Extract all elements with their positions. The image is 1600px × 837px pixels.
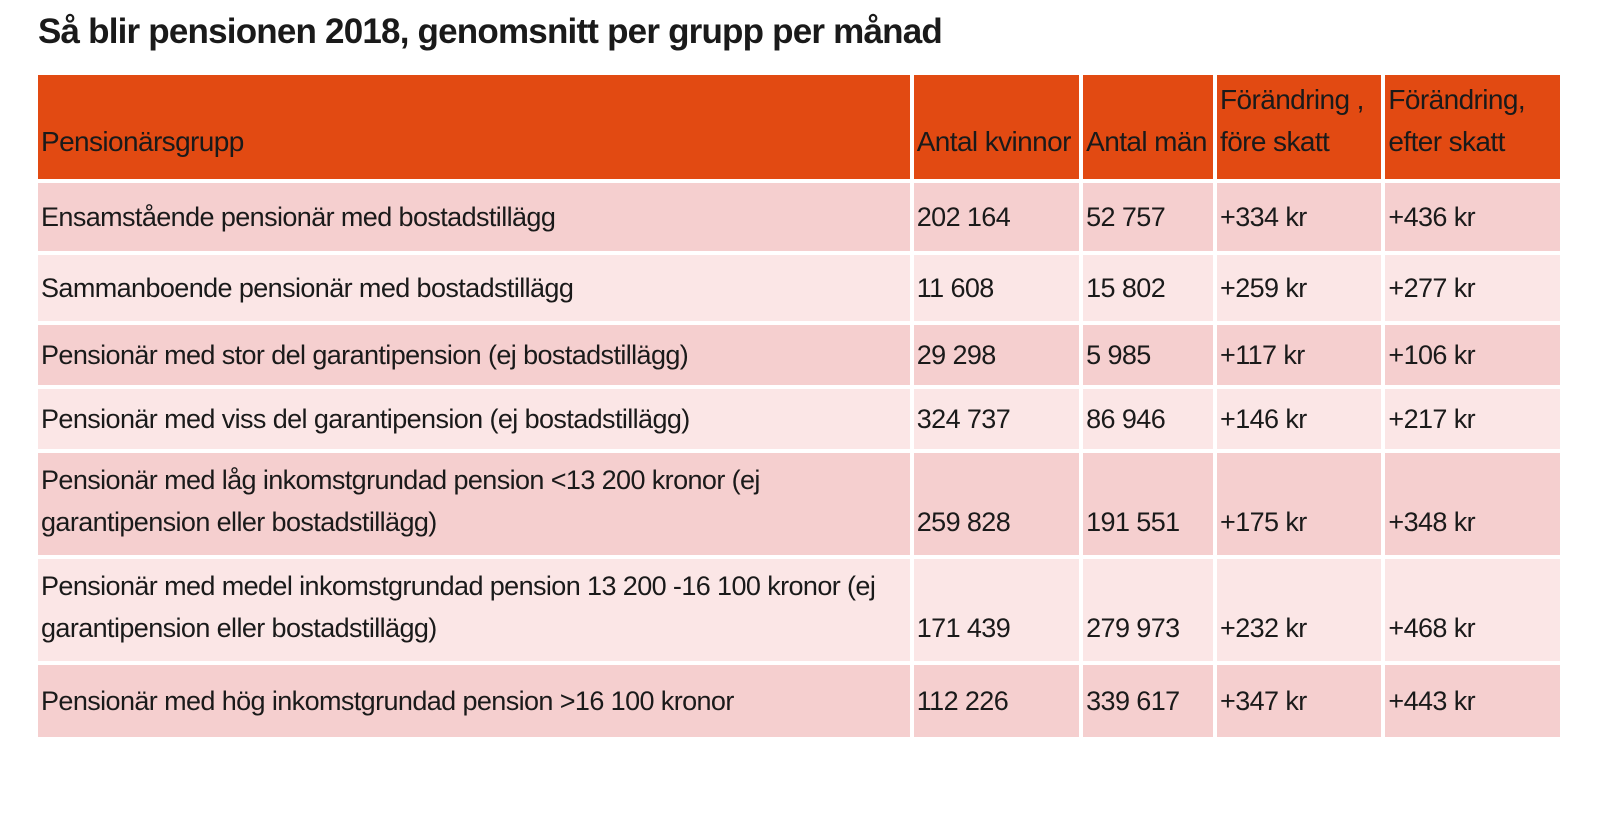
table-cell: +146 kr xyxy=(1217,389,1382,449)
table-row: Pensionär med viss del garantipension (e… xyxy=(38,389,1560,449)
table-cell: 15 802 xyxy=(1083,255,1214,321)
table-cell: Pensionär med medel inkomstgrundad pensi… xyxy=(38,559,910,661)
table-cell: +334 kr xyxy=(1217,183,1382,251)
table-cell: 11 608 xyxy=(913,255,1080,321)
table-row: Sammanboende pensionär med bostadstilläg… xyxy=(38,255,1560,321)
table-cell: +259 kr xyxy=(1217,255,1382,321)
table-row: Ensamstående pensionär med bostadstilläg… xyxy=(38,183,1560,251)
column-header: Förändring, efter skatt xyxy=(1385,75,1560,179)
column-header: Antal män xyxy=(1083,75,1214,179)
table-cell: Ensamstående pensionär med bostadstilläg… xyxy=(38,183,910,251)
table-cell: +117 kr xyxy=(1217,325,1382,385)
table-cell: +347 kr xyxy=(1217,665,1382,737)
table-cell: Pensionär med låg inkomstgrundad pension… xyxy=(38,453,910,555)
table-cell: +348 kr xyxy=(1385,453,1560,555)
table-cell: 86 946 xyxy=(1083,389,1214,449)
table-cell: 52 757 xyxy=(1083,183,1214,251)
page-title: Så blir pensionen 2018, genomsnitt per g… xyxy=(38,12,943,51)
table-cell: 5 985 xyxy=(1083,325,1214,385)
table-cell: +217 kr xyxy=(1385,389,1560,449)
table-cell: Pensionär med hög inkomstgrundad pension… xyxy=(38,665,910,737)
table-cell: 324 737 xyxy=(913,389,1080,449)
table-cell: +175 kr xyxy=(1217,453,1382,555)
table-cell: 191 551 xyxy=(1083,453,1214,555)
table-cell: Sammanboende pensionär med bostadstilläg… xyxy=(38,255,910,321)
table-cell: +436 kr xyxy=(1385,183,1560,251)
table-cell: 202 164 xyxy=(913,183,1080,251)
table-cell: 112 226 xyxy=(913,665,1080,737)
table-row: Pensionär med medel inkomstgrundad pensi… xyxy=(38,559,1560,661)
table-header-row: Pensionärsgrupp Antal kvinnor Antal män … xyxy=(38,75,1560,179)
table-row: Pensionär med stor del garantipension (e… xyxy=(38,325,1560,385)
table-cell: +443 kr xyxy=(1385,665,1560,737)
table-cell: 279 973 xyxy=(1083,559,1214,661)
column-header: Antal kvinnor xyxy=(913,75,1080,179)
table-cell: +106 kr xyxy=(1385,325,1560,385)
table-cell: +232 kr xyxy=(1217,559,1382,661)
column-header: Pensionärsgrupp xyxy=(38,75,910,179)
column-header: Förändring , före skatt xyxy=(1217,75,1382,179)
table-row: Pensionär med låg inkomstgrundad pension… xyxy=(38,453,1560,555)
table-cell: 339 617 xyxy=(1083,665,1214,737)
table-cell: Pensionär med stor del garantipension (e… xyxy=(38,325,910,385)
table-row: Pensionär med hög inkomstgrundad pension… xyxy=(38,665,1560,737)
table-cell: Pensionär med viss del garantipension (e… xyxy=(38,389,910,449)
table-cell: 29 298 xyxy=(913,325,1080,385)
table-cell: 171 439 xyxy=(913,559,1080,661)
pension-table: Pensionärsgrupp Antal kvinnor Antal män … xyxy=(34,71,1564,741)
table-cell: +277 kr xyxy=(1385,255,1560,321)
table-cell: +468 kr xyxy=(1385,559,1560,661)
table-cell: 259 828 xyxy=(913,453,1080,555)
